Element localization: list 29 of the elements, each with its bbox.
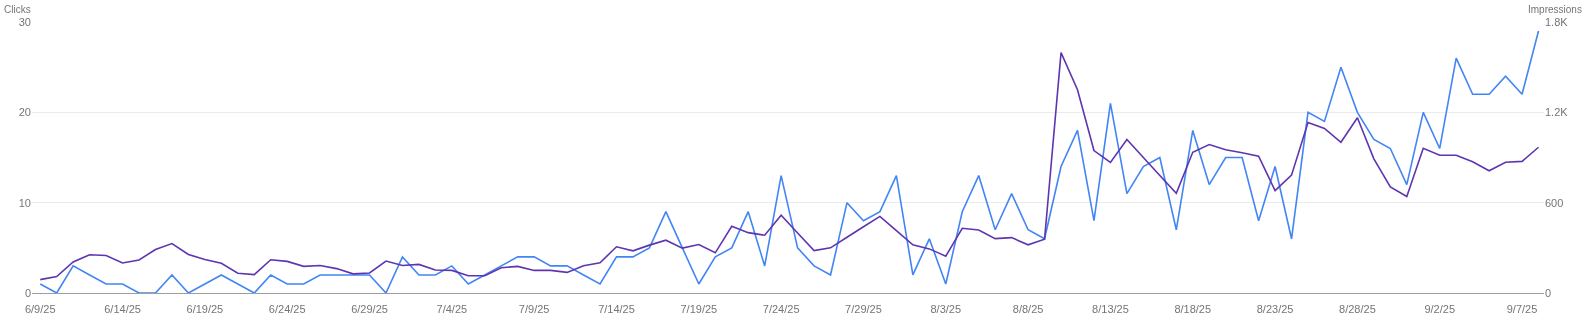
y2-tick-label: 1.2K: [1545, 106, 1569, 119]
x-tick-label: 6/19/25: [186, 303, 224, 316]
x-tick-label: 6/9/25: [24, 303, 56, 316]
y-tick-label: 10: [18, 196, 31, 209]
y2-axis-title: Impressions: [1528, 4, 1582, 15]
x-tick-label: 8/23/25: [1256, 303, 1294, 316]
x-tick-label: 7/19/25: [680, 303, 718, 316]
x-tick-label: 7/29/25: [845, 303, 882, 316]
x-tick-label: 7/24/25: [762, 303, 800, 316]
x-tick-label: 8/3/25: [930, 303, 962, 316]
y-tick-label: 30: [18, 15, 31, 28]
x-tick-label: 7/9/25: [518, 303, 550, 316]
y-axis-title: Clicks: [4, 4, 31, 15]
y-tick-label: 0: [24, 286, 31, 299]
x-tick-label: 7/14/25: [598, 303, 635, 316]
x-tick-label: 9/7/25: [1506, 303, 1538, 316]
x-tick-label: 6/24/25: [268, 303, 306, 316]
x-tick-label: 8/28/25: [1339, 303, 1376, 316]
x-tick-label: 8/13/25: [1092, 303, 1129, 316]
y-tick-label: 20: [18, 106, 31, 119]
x-tick-label: 8/8/25: [1012, 303, 1044, 316]
x-tick-label: 8/18/25: [1174, 303, 1212, 316]
y2-tick-label: 0: [1545, 286, 1552, 299]
x-tick-label: 6/29/25: [351, 303, 388, 316]
y2-tick-label: 600: [1545, 196, 1564, 209]
y2-tick-label: 1.8K: [1545, 15, 1569, 28]
x-tick-label: 6/14/25: [104, 303, 141, 316]
x-tick-label: 9/2/25: [1424, 303, 1456, 316]
x-tick-label: 7/4/25: [436, 303, 468, 316]
